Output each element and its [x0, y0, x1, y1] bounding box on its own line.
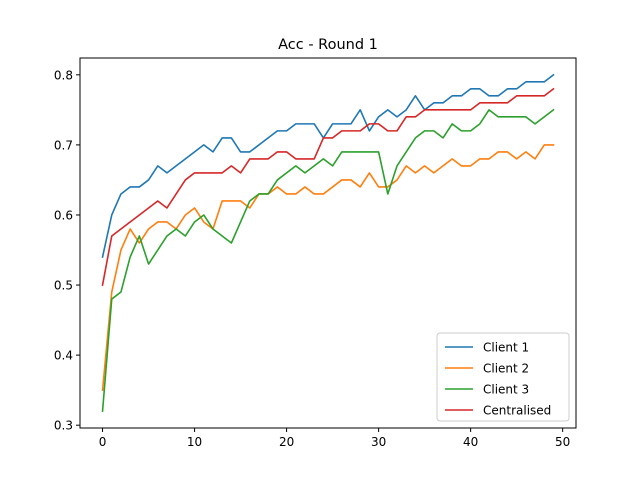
series-layer [101, 73, 555, 413]
y-tick-label: 0.4 [54, 349, 73, 363]
x-tick-label: 30 [371, 435, 386, 449]
y-tick-label: 0.6 [54, 208, 73, 222]
series-line-client-3 [101, 108, 555, 413]
legend-label-client-2: Client 2 [483, 362, 529, 376]
y-tick-label: 0.5 [54, 279, 73, 293]
x-tick-label: 0 [99, 435, 107, 449]
legend-label-client-3: Client 3 [483, 383, 529, 397]
x-tick-label: 50 [555, 435, 570, 449]
x-axis: 0 10 20 30 40 50 [99, 428, 570, 449]
legend-label-centralised: Centralised [483, 404, 551, 418]
series-line-client-1 [101, 73, 555, 258]
y-tick-label: 0.8 [54, 68, 73, 82]
chart-title: Acc - Round 1 [278, 37, 378, 53]
series-line-client-2 [101, 144, 555, 392]
y-axis: 0.3 0.4 0.5 0.6 0.7 0.8 [54, 68, 80, 433]
plot-area-frame [79, 57, 577, 429]
legend: Client 1 Client 2 Client 3 Centralised [436, 332, 570, 422]
y-tick-label: 0.3 [54, 419, 73, 433]
legend-label-client-1: Client 1 [483, 341, 529, 355]
y-tick-label: 0.7 [54, 138, 73, 152]
x-tick-label: 40 [463, 435, 478, 449]
x-tick-label: 20 [279, 435, 294, 449]
legend-box [436, 332, 570, 422]
x-tick-label: 10 [187, 435, 202, 449]
series-line-centralised [101, 87, 555, 286]
